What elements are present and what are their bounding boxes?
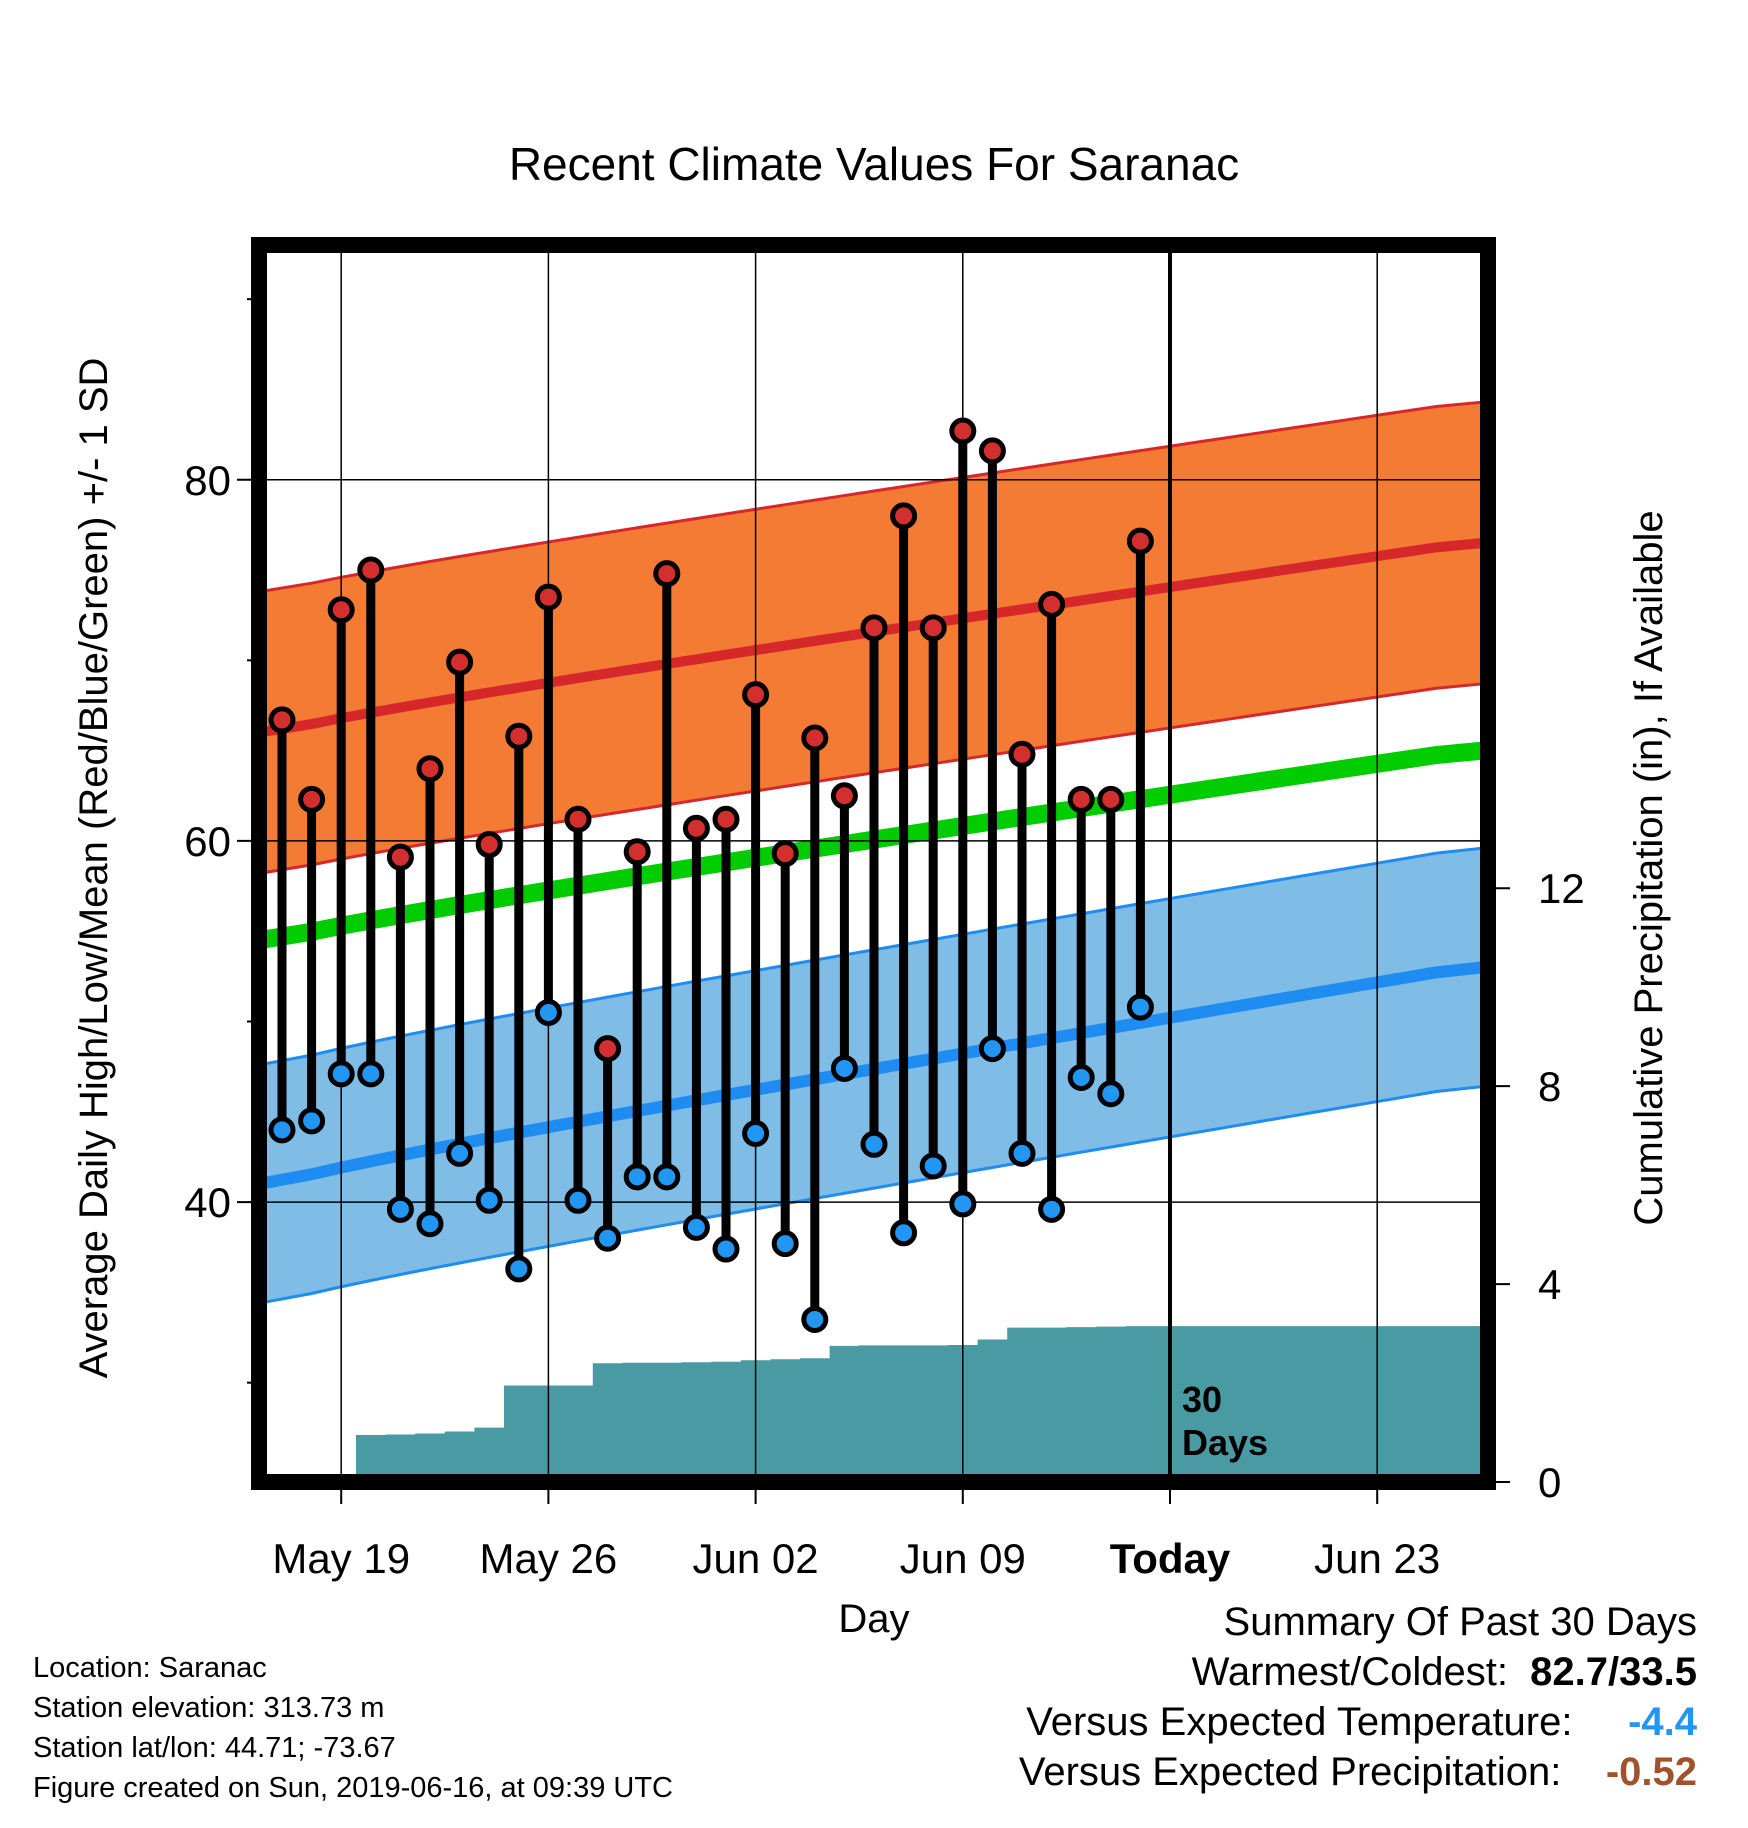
obs-low-point [949, 1190, 977, 1218]
obs-high-point [505, 722, 533, 750]
temp-label: Versus Expected Temperature: [1026, 1700, 1573, 1744]
obs-high-point [742, 681, 770, 709]
precip-label: Versus Expected Precipitation: [1018, 1750, 1562, 1794]
plot-frame [251, 237, 1496, 1490]
precip-value: -0.52 [1605, 1750, 1697, 1794]
obs-low-point [978, 1035, 1006, 1063]
x-tick-label: Jun 23 [1314, 1535, 1440, 1582]
footer-location: Location: Saranac [33, 1652, 267, 1684]
obs-low-point [890, 1219, 918, 1247]
y2-axis-label: Cumulative Precipitation (in), If Availa… [1627, 510, 1671, 1225]
obs-high-point [682, 814, 710, 842]
summary-temp-row: Versus Expected Temperature: -4.4 [1019, 1700, 1697, 1750]
obs-low-point [682, 1213, 710, 1241]
obs-high-point [830, 782, 858, 810]
summary-precip-row: Versus Expected Precipitation: -0.52 [1019, 1750, 1697, 1800]
x-axis-label: Day [838, 1597, 909, 1641]
obs-high-point [594, 1035, 622, 1063]
obs-high-point [978, 437, 1006, 465]
obs-low-point [327, 1060, 355, 1088]
obs-low-point [771, 1230, 799, 1258]
obs-low-point [801, 1305, 829, 1333]
x-tick-label: Jun 09 [900, 1535, 1026, 1582]
obs-high-point [623, 838, 651, 866]
footer-created: Figure created on Sun, 2019-06-16, at 09… [33, 1772, 673, 1804]
precip-area [259, 1326, 1488, 1482]
obs-low-point [386, 1195, 414, 1223]
obs-high-point [1097, 785, 1125, 813]
obs-high-point [712, 805, 740, 833]
obs-low-point [505, 1255, 533, 1283]
obs-high-point [860, 614, 888, 642]
obs-low-point [919, 1152, 947, 1180]
obs-low-point [653, 1163, 681, 1191]
obs-high-point [653, 560, 681, 588]
y2-tick-label: 4 [1538, 1261, 1561, 1308]
obs-low-point [830, 1054, 858, 1082]
obs-low-point [298, 1107, 326, 1135]
footer-latlon: Station lat/lon: 44.71; -73.67 [33, 1732, 396, 1764]
obs-high-point [357, 556, 385, 584]
obs-high-point [1008, 740, 1036, 768]
obs-low-point [712, 1235, 740, 1263]
obs-low-point [860, 1130, 888, 1158]
y-tick-label: 40 [184, 1179, 231, 1226]
obs-high-point [890, 502, 918, 530]
obs-high-point [386, 843, 414, 871]
obs-low-point [416, 1210, 444, 1238]
temp-value: -4.4 [1628, 1700, 1697, 1744]
obs-high-point [564, 805, 592, 833]
obs-low-point [446, 1139, 474, 1167]
obs-low-point [594, 1224, 622, 1252]
obs-low-point [1038, 1195, 1066, 1223]
obs-high-point [475, 831, 503, 859]
obs-low-point [534, 998, 562, 1026]
obs-high-point [446, 648, 474, 676]
x-tick-label: May 19 [272, 1535, 410, 1582]
obs-high-point [1067, 785, 1095, 813]
chart-title: Recent Climate Values For Saranac [509, 138, 1239, 190]
obs-high-point [298, 785, 326, 813]
y2-tick-label: 8 [1538, 1063, 1561, 1110]
obs-high-point [268, 706, 296, 734]
obs-high-point [1126, 527, 1154, 555]
obs-high-point [416, 755, 444, 783]
obs-low-point [1008, 1139, 1036, 1167]
obs-high-point [1038, 590, 1066, 618]
obs-high-point [534, 583, 562, 611]
obs-high-point [919, 614, 947, 642]
obs-high-point [771, 840, 799, 868]
y-axis-label: Average Daily High/Low/Mean (Red/Blue/Gr… [72, 358, 116, 1379]
y-tick-label: 60 [184, 818, 231, 865]
summary-warm-cold-row: Warmest/Coldest: 82.7/33.5 [1019, 1650, 1697, 1700]
summary-title: Summary Of Past 30 Days [1223, 1600, 1697, 1644]
y2-tick-label: 12 [1538, 865, 1585, 912]
x-tick-label: May 26 [480, 1535, 618, 1582]
obs-low-point [564, 1186, 592, 1214]
obs-low-point [268, 1116, 296, 1144]
footer-info: Location: Saranac Station elevation: 313… [33, 1648, 673, 1808]
obs-low-point [357, 1060, 385, 1088]
obs-high-point [327, 596, 355, 624]
x-tick-label: Today [1110, 1535, 1231, 1582]
obs-low-point [1126, 993, 1154, 1021]
obs-low-point [475, 1186, 503, 1214]
precip-window-label: 30 [1182, 1379, 1222, 1420]
footer-elevation: Station elevation: 313.73 m [33, 1692, 385, 1724]
obs-low-point [1097, 1080, 1125, 1108]
obs-high-point [801, 724, 829, 752]
obs-high-point [949, 417, 977, 445]
obs-low-point [742, 1119, 770, 1147]
warm-cold-label: Warmest/Coldest: [1191, 1650, 1508, 1694]
warm-cold-value: 82.7/33.5 [1530, 1650, 1697, 1694]
y-tick-label: 80 [184, 457, 231, 504]
obs-low-point [1067, 1063, 1095, 1091]
y2-tick-label: 0 [1538, 1459, 1561, 1506]
obs-low-point [623, 1163, 651, 1191]
summary-panel: Summary Of Past 30 Days Warmest/Coldest:… [1019, 1600, 1697, 1800]
precip-window-label-2: Days [1182, 1422, 1268, 1463]
x-tick-label: Jun 02 [693, 1535, 819, 1582]
